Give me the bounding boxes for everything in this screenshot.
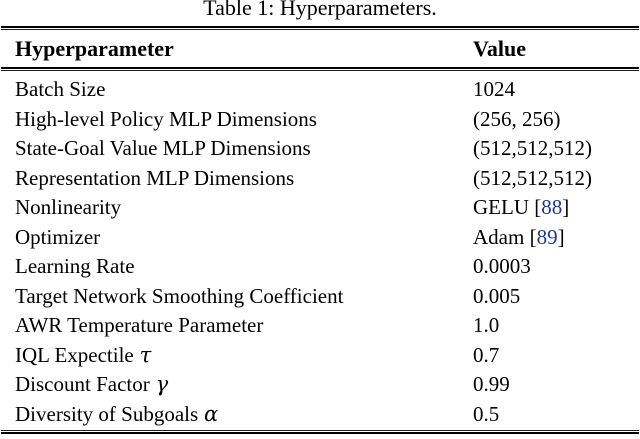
table-row: AWR Temperature Parameter 1.0: [0, 311, 640, 341]
citation-link[interactable]: 88: [541, 195, 563, 220]
hyperparameter-name: IQL Expectile: [15, 342, 134, 367]
hyperparameter-value: Adam: [473, 224, 525, 249]
value-cell: (256, 256): [473, 105, 640, 135]
value-cell: GELU [88]: [473, 193, 640, 223]
table-row: Target Network Smoothing Coefficient 0.0…: [0, 282, 640, 312]
table-header-rule: [1, 67, 639, 71]
param-cell: High-level Policy MLP Dimensions: [15, 105, 473, 135]
param-cell: Discount Factor γ: [15, 370, 473, 400]
citation: [89]: [530, 225, 565, 249]
hyperparameter-name: Nonlinearity: [15, 195, 122, 220]
hyperparameter-value: (512,512,512): [473, 136, 592, 161]
param-cell: Nonlinearity: [15, 193, 473, 223]
hyperparameter-name: Representation MLP Dimensions: [15, 165, 295, 190]
table-row: Optimizer Adam [89]: [0, 223, 640, 253]
hyperparameter-name: High-level Policy MLP Dimensions: [15, 106, 317, 131]
table-row: IQL Expectile τ 0.7: [0, 341, 640, 371]
value-cell: (512,512,512): [473, 134, 640, 164]
table-row: State-Goal Value MLP Dimensions (512,512…: [0, 134, 640, 164]
hyperparameter-name: Optimizer: [15, 224, 101, 249]
param-cell: Learning Rate: [15, 252, 473, 282]
column-header-value: Value: [473, 35, 526, 61]
value-cell: (512,512,512): [473, 164, 640, 194]
param-cell: Diversity of Subgoals α: [15, 400, 473, 430]
hyperparameter-value: 0.0003: [473, 254, 531, 279]
value-cell: 0.005: [473, 282, 640, 312]
hyperparameter-value: 0.99: [473, 372, 510, 397]
math-symbol: α: [204, 402, 219, 427]
hyperparameter-name: AWR Temperature Parameter: [15, 313, 264, 338]
value-cell: 0.0003: [473, 252, 640, 282]
hyperparameter-value: 0.5: [473, 402, 500, 427]
hyperparameter-name: Diversity of Subgoals: [15, 402, 199, 427]
table-header-row: Hyperparameter Value: [0, 30, 640, 67]
param-cell: Optimizer: [15, 223, 473, 253]
value-cell: Adam [89]: [473, 223, 640, 253]
citation-bracket-open: [: [534, 195, 542, 220]
param-cell: Batch Size: [15, 75, 473, 105]
hyperparameter-value: (256, 256): [473, 106, 561, 131]
param-cell: IQL Expectile τ: [15, 341, 473, 371]
table-row: Diversity of Subgoals α 0.5: [0, 400, 640, 430]
table-row: Batch Size 1024: [0, 75, 640, 105]
table-body: Batch Size 1024 High-level Policy MLP Di…: [0, 71, 640, 430]
value-cell: 0.7: [473, 341, 640, 371]
hyperparameter-name: State-Goal Value MLP Dimensions: [15, 136, 311, 161]
hyperparameter-value: 1024: [473, 77, 515, 101]
math-symbol: γ: [155, 372, 169, 397]
value-cell: 0.99: [473, 370, 640, 400]
hyperparameter-value: (512,512,512): [473, 165, 592, 190]
table-row: Learning Rate 0.0003: [0, 252, 640, 282]
hyperparameter-value: 1.0: [473, 313, 500, 338]
citation-link[interactable]: 89: [536, 224, 558, 249]
param-cell: Representation MLP Dimensions: [15, 164, 473, 194]
param-cell: State-Goal Value MLP Dimensions: [15, 134, 473, 164]
math-symbol: τ: [139, 342, 152, 367]
table-row: High-level Policy MLP Dimensions (256, 2…: [0, 105, 640, 135]
hyperparameter-value: GELU: [473, 195, 529, 220]
hyperparameter-value: 0.005: [473, 283, 521, 308]
column-header-hyperparameter: Hyperparameter: [15, 35, 174, 61]
value-cell: 1.0: [473, 311, 640, 341]
param-cell: Target Network Smoothing Coefficient: [15, 282, 473, 312]
table-row: Representation MLP Dimensions (512,512,5…: [0, 164, 640, 194]
table-top-rule: [1, 26, 639, 30]
hyperparameter-name: Discount Factor: [15, 372, 150, 397]
citation-bracket-close: ]: [562, 195, 570, 220]
table-caption: Table 1: Hyperparameters.: [203, 0, 437, 20]
table-bottom-rule: [1, 429, 639, 434]
citation-bracket-open: [: [529, 224, 537, 249]
value-cell: 0.5: [473, 400, 640, 430]
citation: [88]: [534, 195, 569, 219]
param-cell: AWR Temperature Parameter: [15, 311, 473, 341]
table-row: Discount Factor γ 0.99: [0, 370, 640, 400]
table-row: Nonlinearity GELU [88]: [0, 193, 640, 223]
citation-bracket-close: ]: [557, 224, 565, 249]
hyperparameter-name: Learning Rate: [15, 254, 135, 279]
hyperparameter-name: Target Network Smoothing Coefficient: [15, 283, 344, 308]
hyperparameter-value: 0.7: [473, 342, 500, 367]
value-cell: 1024: [473, 75, 640, 105]
hyperparameter-name: Batch Size: [15, 77, 106, 101]
